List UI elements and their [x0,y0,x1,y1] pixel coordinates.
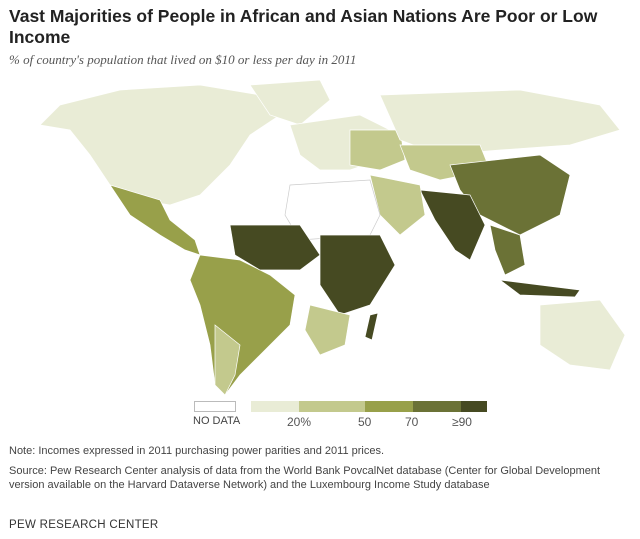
legend-swatch-50-70 [365,401,413,412]
source: Source: Pew Research Center analysis of … [9,465,601,491]
note: Note: Incomes expressed in 2011 purchasi… [9,445,385,457]
region-west-africa [229,224,321,271]
legend-no-data-swatch [194,401,236,412]
chart-title: Vast Majorities of People in African and… [9,6,598,47]
region-southeast-asia [489,224,526,276]
region-australia [539,299,626,371]
region-north-america [39,84,281,206]
legend-swatch-20-50 [299,401,365,412]
legend-swatch-ge90 [461,401,487,412]
region-madagascar [364,312,379,341]
region-southern-cone [214,324,241,395]
legend-tick: 20% [287,415,312,429]
region-middle-east [369,174,426,236]
world-map [39,79,626,395]
legend-swatch-lt20 [251,401,299,412]
region-east-africa [319,234,396,316]
region-indonesia [498,279,581,298]
region-greenland [249,79,331,126]
chart-subtitle: % of country's population that lived on … [9,52,357,67]
brand-label: PEW RESEARCH CENTER [9,519,159,531]
legend-no-data-label: NO DATA [193,415,241,427]
legend-tick: 50 [358,415,372,429]
region-south-america [189,254,296,395]
region-eastern-europe [349,129,406,171]
legend-swatch-70-90 [413,401,461,412]
legend: NO DATA 20% 50 70 ≥90 [0,401,640,431]
region-southern-africa [304,304,351,356]
region-south-asia [419,189,486,261]
legend-tick: 70 [405,415,419,429]
legend-tick: ≥90 [452,415,472,429]
